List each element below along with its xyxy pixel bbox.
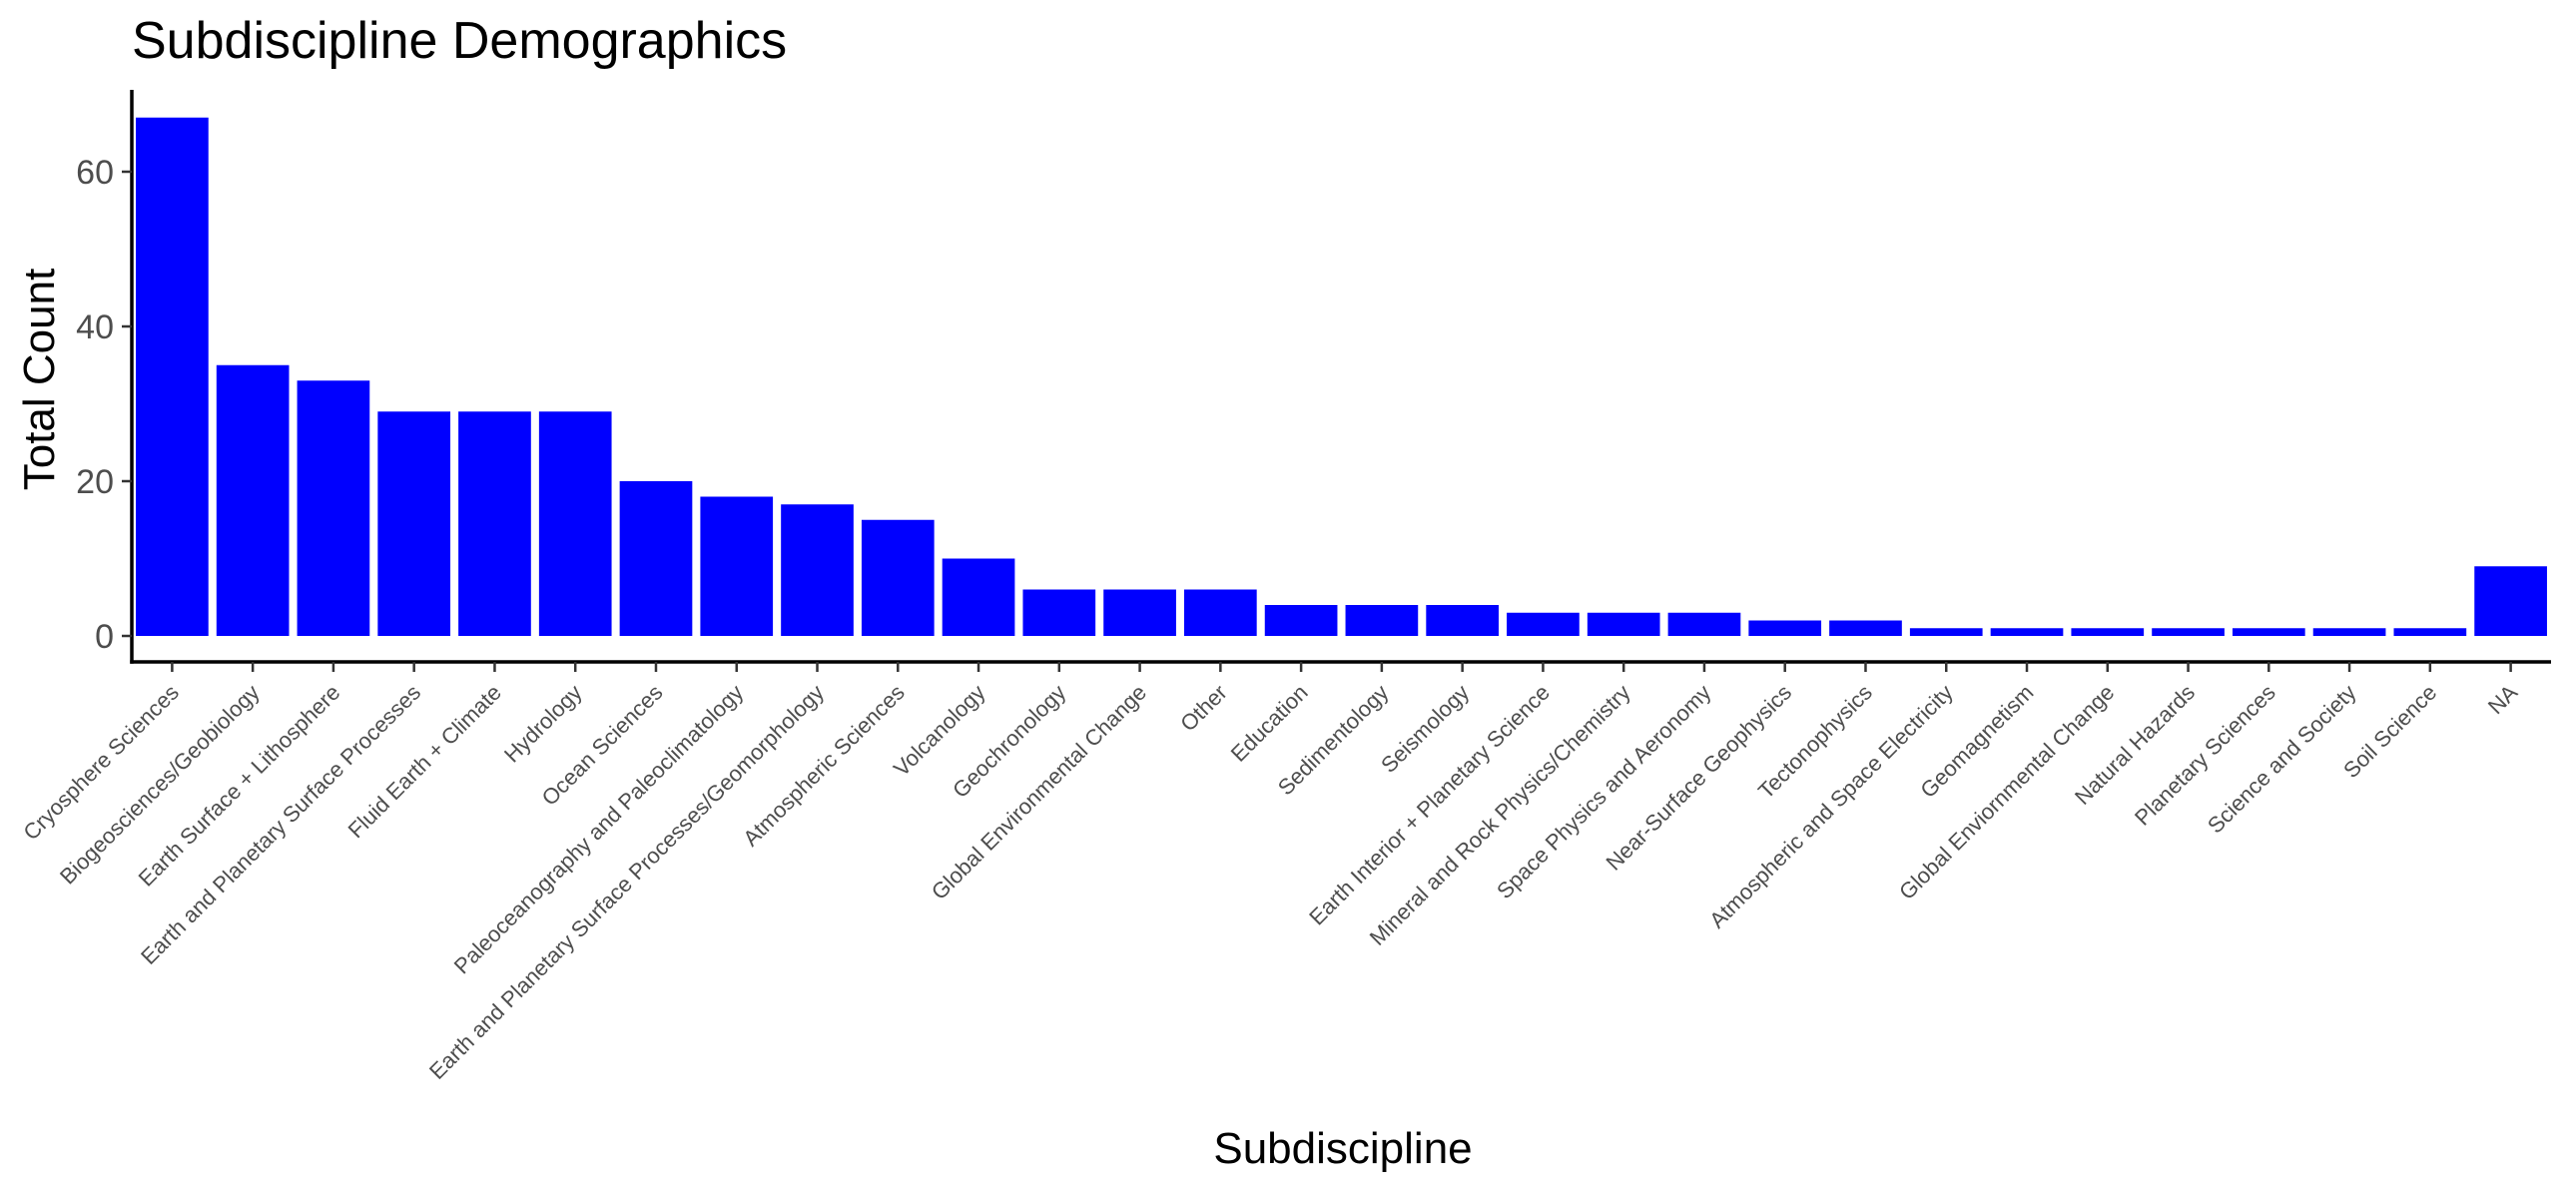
bar-2 xyxy=(297,380,370,636)
bar-13 xyxy=(1184,589,1257,636)
bar-11 xyxy=(1022,589,1096,636)
bar-4 xyxy=(458,411,531,636)
bar-14 xyxy=(1264,605,1338,636)
x-tick-label-8: Earth and Planetary Surface Processes/Ge… xyxy=(424,680,829,1084)
x-tick-label-27: Science and Society xyxy=(2203,680,2361,839)
bar-25 xyxy=(2152,628,2225,636)
bar-10 xyxy=(942,558,1015,636)
bar-21 xyxy=(1829,620,1902,636)
x-axis-title: Subdiscipline xyxy=(1213,1124,1472,1173)
y-tick-label-1: 20 xyxy=(76,463,114,501)
bar-9 xyxy=(861,519,935,636)
bar-1 xyxy=(216,364,290,636)
bar-29 xyxy=(2474,566,2547,636)
chart-title: Subdiscipline Demographics xyxy=(132,12,787,70)
bar-3 xyxy=(377,411,451,636)
y-tick-label-0: 0 xyxy=(95,618,114,656)
x-tick-label-9: Atmospheric Sciences xyxy=(738,680,910,852)
x-tick-label-26: Planetary Sciences xyxy=(2130,680,2280,831)
bar-28 xyxy=(2393,628,2467,636)
bar-20 xyxy=(1748,620,1822,636)
x-tick-label-13: Other xyxy=(1175,680,1232,737)
bar-15 xyxy=(1345,605,1419,636)
x-tick-label-4: Fluid Earth + Climate xyxy=(343,680,506,843)
x-tick-label-7: Paleoceanography and Paleoclimatology xyxy=(449,680,749,979)
x-tick-label-29: NA xyxy=(2483,680,2523,720)
y-axis-title: Total Count xyxy=(15,269,64,491)
bar-12 xyxy=(1103,589,1176,636)
bar-0 xyxy=(136,117,209,636)
x-tick-label-3: Earth and Planetary Surface Processes xyxy=(136,680,425,969)
bar-8 xyxy=(781,504,854,636)
bar-19 xyxy=(1667,612,1741,636)
bar-5 xyxy=(538,411,612,636)
bar-23 xyxy=(1990,628,2064,636)
bar-17 xyxy=(1507,612,1580,636)
bar-16 xyxy=(1426,605,1499,636)
y-tick-label-2: 40 xyxy=(76,308,114,346)
bar-6 xyxy=(619,481,693,636)
bar-26 xyxy=(2232,628,2305,636)
x-tick-label-5: Hydrology xyxy=(499,680,587,768)
bar-27 xyxy=(2312,628,2386,636)
y-tick-label-3: 60 xyxy=(76,154,114,192)
x-tick-label-14: Education xyxy=(1226,680,1313,767)
bar-18 xyxy=(1587,612,1660,636)
bar-22 xyxy=(1909,628,1983,636)
bar-24 xyxy=(2071,628,2145,636)
x-tick-label-0: Cryosphere Sciences xyxy=(18,680,184,846)
bar-7 xyxy=(700,496,774,636)
